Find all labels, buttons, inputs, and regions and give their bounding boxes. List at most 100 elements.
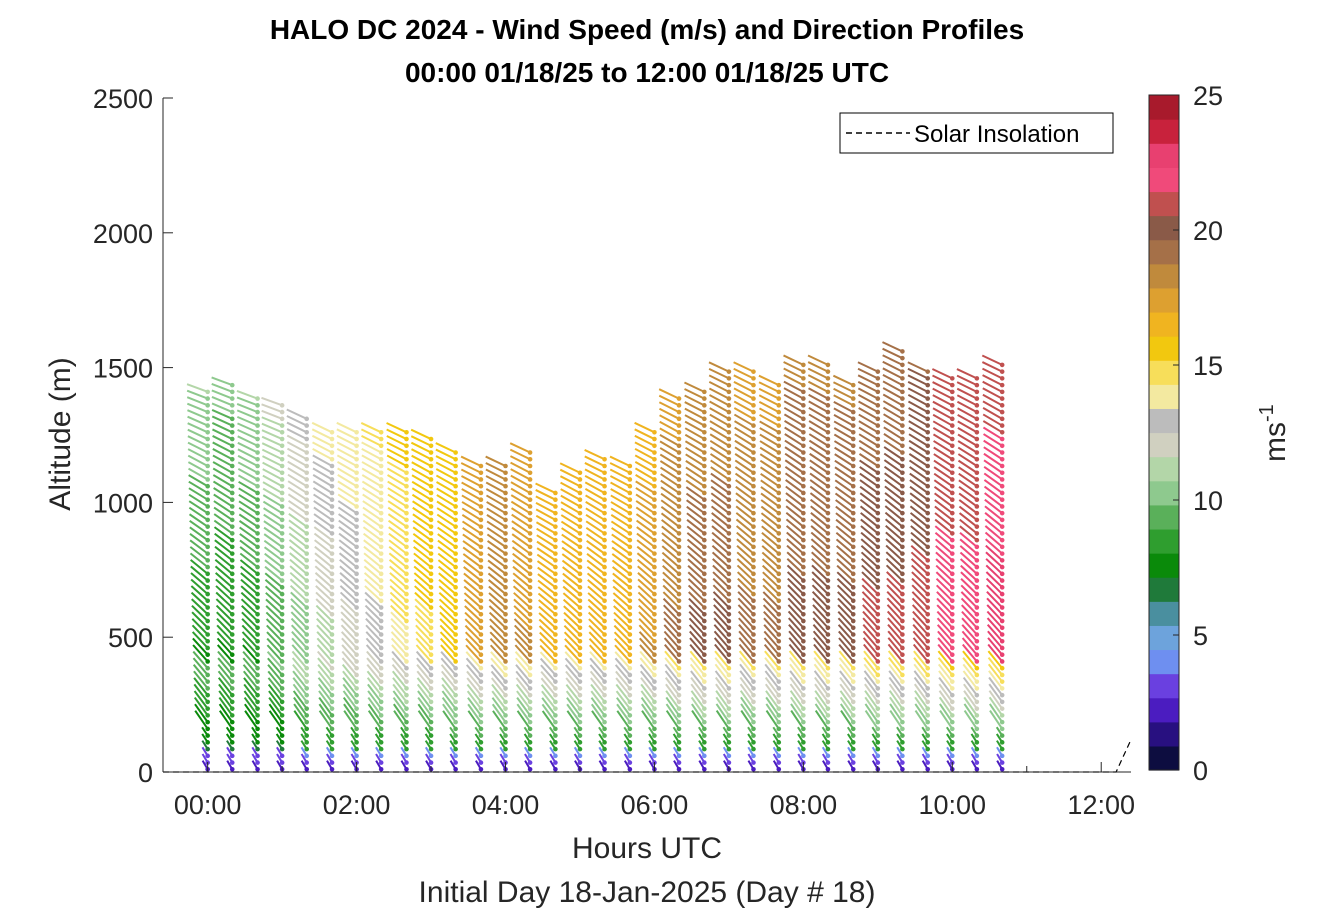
wind-vector-head <box>503 605 508 610</box>
wind-vector <box>439 631 457 649</box>
wind-vector <box>833 394 854 407</box>
wind-vector-head <box>875 517 881 523</box>
wind-vector-head <box>949 719 955 725</box>
wind-vector-head <box>329 659 335 664</box>
wind-vector-head <box>875 699 881 705</box>
wind-vector <box>709 413 730 427</box>
wind-vector <box>336 434 358 447</box>
wind-vector <box>539 644 557 663</box>
wind-vector-head <box>676 652 682 658</box>
wind-vector-head <box>652 551 657 556</box>
wind-vector <box>314 539 333 555</box>
wind-vector <box>834 486 854 501</box>
wind-vector-head <box>279 706 285 711</box>
wind-vector-head <box>354 679 359 684</box>
wind-vector-head <box>949 389 955 395</box>
wind-vector-head <box>478 692 484 698</box>
wind-vector <box>535 508 556 521</box>
wind-vector <box>187 422 209 434</box>
wind-vector <box>563 618 581 636</box>
wind-vector <box>487 553 507 568</box>
wind-vector-head <box>354 625 359 631</box>
wind-vector <box>833 427 854 440</box>
wind-vector <box>265 598 283 616</box>
wind-vector <box>218 710 234 730</box>
wind-vector <box>365 617 382 636</box>
wind-vector-head <box>702 490 707 496</box>
wind-vector-head <box>726 436 732 442</box>
wind-vector-head <box>304 726 310 732</box>
x-tick-label: 06:00 <box>621 790 689 820</box>
wind-vector-head <box>702 605 707 610</box>
wind-vector-head <box>676 524 682 529</box>
wind-vector <box>466 670 482 690</box>
wind-vector-head <box>428 692 434 698</box>
wind-vector-head <box>925 652 931 658</box>
wind-vector-head <box>776 713 782 718</box>
wind-vector-head <box>676 638 682 644</box>
wind-vector-head <box>875 544 881 550</box>
wind-vector-head <box>205 531 210 536</box>
wind-vector-head <box>453 490 458 496</box>
wind-vector-head <box>304 517 310 523</box>
wind-vector <box>237 461 259 474</box>
wind-vector-head <box>726 470 732 476</box>
wind-vector <box>437 539 457 555</box>
wind-vector-head <box>478 531 484 536</box>
wind-vector <box>187 415 209 427</box>
colorbar-swatch <box>1149 625 1179 651</box>
wind-vector-head <box>925 504 931 509</box>
wind-vector-head <box>999 578 1005 583</box>
wind-vector-head <box>875 443 881 449</box>
wind-vector-head <box>900 376 905 381</box>
wind-vector-head <box>428 524 434 529</box>
wind-vector-head <box>503 578 508 583</box>
wind-vector-head <box>378 537 384 543</box>
wind-vector-head <box>553 564 558 570</box>
wind-vector <box>261 403 283 414</box>
wind-vector-head <box>850 726 856 732</box>
wind-vector-head <box>974 672 980 678</box>
wind-vector-head <box>378 605 384 610</box>
wind-vector-head <box>378 430 384 435</box>
wind-vector <box>441 697 457 716</box>
wind-vector <box>836 578 854 595</box>
wind-vector-head <box>999 510 1005 516</box>
wind-vector <box>883 446 903 461</box>
wind-vector-head <box>229 686 235 691</box>
wind-vector <box>833 387 854 400</box>
wind-vector-head <box>776 403 782 408</box>
wind-vector-head <box>801 659 806 664</box>
wind-vector <box>588 631 606 649</box>
wind-vector <box>213 526 233 541</box>
wind-vector <box>559 462 581 474</box>
profile-20 <box>684 381 707 772</box>
wind-vector <box>986 584 1003 602</box>
wind-vector-head <box>900 740 905 745</box>
wind-vector-head <box>627 740 633 745</box>
wind-vector <box>882 354 903 366</box>
wind-vector <box>713 604 730 622</box>
wind-vector <box>387 513 408 528</box>
wind-vector-head <box>702 517 707 523</box>
wind-vector <box>440 644 457 663</box>
wind-vector <box>932 387 953 400</box>
wind-vector-head <box>205 706 210 711</box>
wind-vector-head <box>949 672 955 678</box>
wind-vector <box>562 566 581 582</box>
wind-vector-head <box>751 524 756 529</box>
legend-solar-insolation-label: Solar Insolation <box>914 121 1079 148</box>
wind-vector <box>487 572 507 589</box>
wind-vector <box>908 413 929 427</box>
wind-vector <box>242 657 259 676</box>
wind-vector-head <box>602 618 607 624</box>
wind-vector <box>217 677 234 696</box>
wind-vector <box>611 546 631 562</box>
wind-vector-head <box>999 564 1005 570</box>
wind-vector-head <box>428 578 434 583</box>
wind-vector <box>861 584 879 602</box>
wind-vector <box>386 461 407 474</box>
wind-vector <box>785 485 804 501</box>
wind-vector <box>813 657 829 676</box>
wind-vector <box>937 663 954 683</box>
